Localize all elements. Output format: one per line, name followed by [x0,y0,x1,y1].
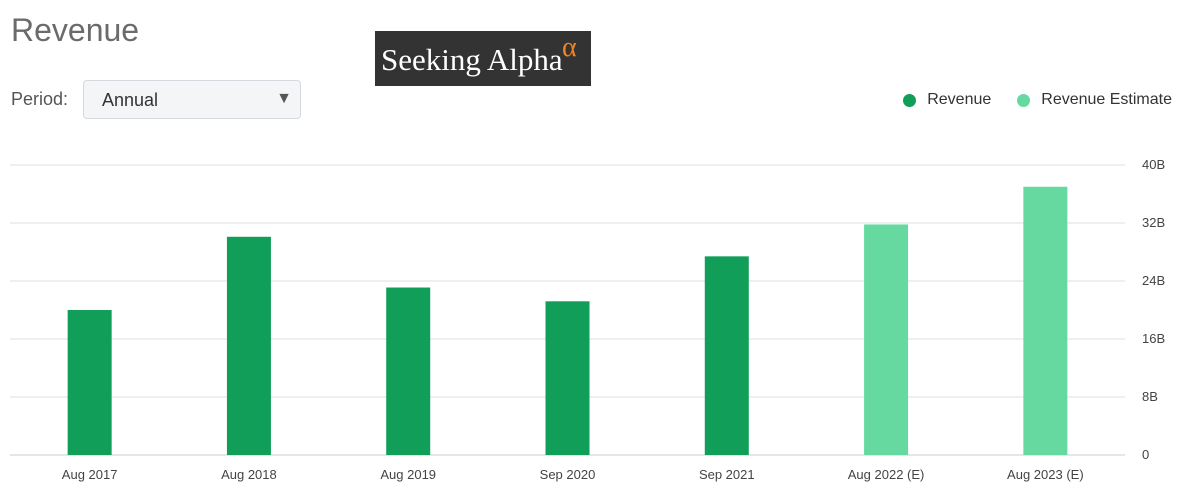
bar[interactable] [704,256,749,455]
legend-dot-revenue [903,93,917,107]
bar[interactable] [864,224,909,455]
alpha-icon: α [562,32,577,63]
chart-legend: Revenue Revenue Estimate [903,91,1172,109]
legend-label-revenue-estimate: Revenue Estimate [1041,91,1172,108]
legend-item-revenue-estimate[interactable]: Revenue Estimate [1017,91,1172,109]
legend-dot-revenue-estimate [1017,93,1031,107]
legend-label-revenue: Revenue [927,91,992,108]
x-tick-label: Aug 2023 (E) [1007,467,1084,482]
y-tick-label: 40B [1142,157,1165,172]
x-tick-label: Aug 2022 (E) [848,467,925,482]
x-tick-label: Sep 2021 [699,467,755,482]
x-tick-label: Sep 2020 [540,467,596,482]
y-tick-label: 24B [1142,273,1165,288]
x-tick-label: Aug 2018 [221,467,277,482]
y-tick-label: 32B [1142,215,1165,230]
bar[interactable] [226,236,271,455]
x-tick-label: Aug 2019 [380,467,436,482]
page-title: Revenue [11,12,140,48]
dropdown-arrow-icon: ▼ [276,90,292,107]
seeking-alpha-logo: Seeking Alpha α [375,31,591,86]
bar[interactable] [1023,186,1068,455]
y-tick-label: 8B [1142,389,1158,404]
period-select[interactable]: Annual ▼ [83,80,301,119]
period-label: Period: [11,89,69,109]
legend-item-revenue[interactable]: Revenue [903,91,991,109]
revenue-bar-chart: 0 8B 16B 24B 32B 40B Aug 2017 Aug 2018 Aug 2019 S… [10,157,1165,482]
logo-text: Seeking Alpha [381,42,563,77]
x-tick-label: Aug 2017 [62,467,118,482]
y-tick-label: 0 [1142,447,1149,462]
y-tick-label: 16B [1142,331,1165,346]
bar[interactable] [386,287,431,455]
period-selected-value: Annual [102,90,159,110]
bar[interactable] [67,310,112,455]
bar[interactable] [545,301,590,455]
